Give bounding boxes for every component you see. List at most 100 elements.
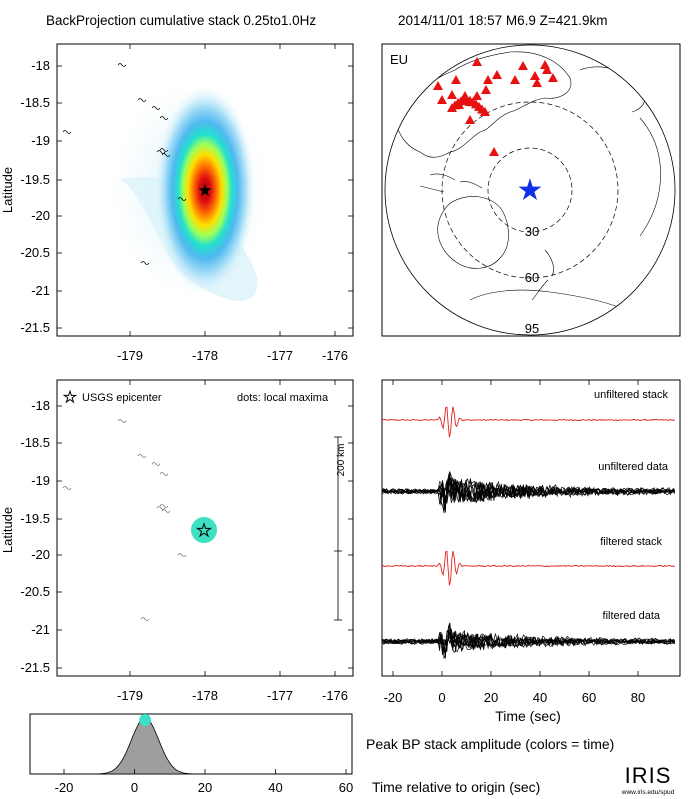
map-bottom-xtick-label: -178 bbox=[192, 688, 218, 703]
map-bottom-ytick-label: -20 bbox=[31, 547, 50, 562]
waveform-label-filtered-stack: filtered stack bbox=[600, 536, 662, 548]
globe-outline bbox=[384, 44, 676, 336]
map-bottom-ylabel: Latitude bbox=[0, 507, 15, 553]
stack-trace bbox=[382, 406, 675, 438]
local-maximum-dot bbox=[191, 517, 217, 543]
bp-hotspot bbox=[155, 86, 255, 294]
peak-amplitude-panel: -20 0 20 40 60 Peak BP stack amplitude (colo… bbox=[29, 713, 614, 795]
waveform-xlabel: Time (sec) bbox=[495, 708, 561, 724]
map-top-ytick-label: -18 bbox=[31, 58, 50, 73]
island-outline bbox=[151, 462, 161, 466]
island-outline bbox=[151, 106, 161, 110]
map-bottom-xtick-label: -177 bbox=[267, 688, 293, 703]
coastline-antarctica bbox=[469, 289, 631, 313]
station-triangle bbox=[542, 65, 552, 74]
coastline-americas bbox=[639, 117, 661, 237]
peak-amplitude-area bbox=[30, 717, 352, 774]
island-outline bbox=[177, 197, 187, 201]
waveform-label-unfiltered-stack: unfiltered stack bbox=[594, 389, 668, 401]
map-top-xtick-label: -178 bbox=[192, 348, 218, 363]
map-bottom-xticks: -179 -178 -177 -176 bbox=[117, 380, 348, 703]
wave-xtick-label: 20 bbox=[484, 690, 498, 705]
map-top-ytick-label: -21.5 bbox=[20, 320, 50, 335]
map-bottom-ytick-label: -18 bbox=[31, 398, 50, 413]
wave-xtick-label: 80 bbox=[631, 690, 645, 705]
station-triangle bbox=[489, 147, 499, 156]
cumulative-stack-map: ★ Latitude -18 -18.5 -19 -19.5 -20 -20.5 -21 -2… bbox=[0, 43, 354, 363]
peak-xlabel: Time relative to origin (sec) bbox=[372, 779, 540, 795]
map-bottom-xtick-label: -179 bbox=[117, 688, 143, 703]
peak-xtick-label: 0 bbox=[131, 780, 138, 795]
peak-xticks: -20 0 20 40 60 bbox=[55, 769, 353, 795]
station-triangle bbox=[472, 57, 482, 66]
island-outline bbox=[161, 153, 171, 157]
map-top-ytick-label: -18.5 bbox=[20, 95, 50, 110]
station-triangle bbox=[481, 85, 491, 94]
data-trace bbox=[382, 622, 676, 656]
data-trace bbox=[382, 480, 676, 513]
data-trace bbox=[382, 482, 675, 514]
peak-xtick-label: 40 bbox=[268, 780, 282, 795]
waveform-traces bbox=[382, 406, 676, 659]
scalebar-label: 200 km bbox=[336, 444, 347, 477]
waveform-panel: unfiltered stack unfiltered data filtere… bbox=[381, 379, 681, 724]
coastline-australia bbox=[437, 196, 509, 269]
map-bottom-ytick-label: -19 bbox=[31, 473, 50, 488]
distance-ring-60 bbox=[441, 101, 619, 279]
map-bottom-yticks: -18 -18.5 -19 -19.5 -20 -20.5 -21 -21.5 bbox=[20, 398, 353, 675]
island-outline bbox=[159, 472, 169, 476]
wave-xtick-label: 60 bbox=[582, 690, 596, 705]
peak-xtick-label: -20 bbox=[55, 780, 74, 795]
iris-logo-url: www.iris.edu/spud bbox=[621, 789, 675, 796]
island-outline bbox=[161, 509, 171, 513]
island-outline bbox=[62, 130, 72, 134]
island-outline bbox=[137, 98, 147, 102]
waveform-label-unfiltered-data: unfiltered data bbox=[598, 461, 669, 473]
station-triangle bbox=[518, 61, 528, 70]
island-outline bbox=[159, 504, 169, 508]
station-triangle bbox=[530, 71, 540, 80]
peak-xtick-label: 60 bbox=[339, 780, 353, 795]
distance-ring-30 bbox=[487, 147, 573, 233]
station-triangle bbox=[447, 90, 457, 99]
epicenter-star-icon: ★ bbox=[197, 181, 212, 200]
map-top-xtick-label: -179 bbox=[117, 348, 143, 363]
ring-label-95: 95 bbox=[525, 321, 539, 336]
map-bottom-ytick-label: -18.5 bbox=[20, 435, 50, 450]
station-markers bbox=[433, 57, 558, 156]
wave-xtick-label: -20 bbox=[384, 690, 403, 705]
waveform-frame bbox=[381, 379, 681, 677]
station-triangle bbox=[472, 91, 482, 100]
island-outline bbox=[117, 419, 127, 423]
map-top-xtick-label: -177 bbox=[267, 348, 293, 363]
islands bbox=[62, 63, 187, 265]
map-top-ytick-label: -20.5 bbox=[20, 245, 50, 260]
island-outline bbox=[137, 454, 147, 458]
wave-xtick-label: 40 bbox=[533, 690, 547, 705]
coastline-newzealand bbox=[531, 249, 554, 301]
stack-trace bbox=[382, 550, 675, 586]
iris-logo-text: IRIS bbox=[625, 763, 672, 788]
station-triangle bbox=[465, 115, 475, 124]
station-map-label: EU bbox=[390, 52, 408, 67]
map-bottom-ytick-label: -20.5 bbox=[20, 584, 50, 599]
legend-dots-label: dots: local maxima bbox=[237, 392, 329, 404]
ring-label-30: 30 bbox=[525, 224, 539, 239]
map-bottom-ytick-label: -19.5 bbox=[20, 511, 50, 526]
station-triangle bbox=[532, 78, 542, 87]
island-outline bbox=[159, 148, 169, 152]
map-top-ytick-label: -19 bbox=[31, 133, 50, 148]
map-bottom-ytick-label: -21.5 bbox=[20, 660, 50, 675]
peak-title: Peak BP stack amplitude (colors = time) bbox=[366, 736, 614, 752]
data-trace bbox=[382, 631, 675, 657]
island-outline bbox=[159, 116, 169, 120]
waveform-label-filtered-data: filtered data bbox=[603, 610, 661, 622]
map-top-ytick-label: -20 bbox=[31, 208, 50, 223]
station-triangle bbox=[483, 75, 493, 84]
island-outline bbox=[62, 486, 72, 490]
peak-time-dot bbox=[139, 714, 152, 726]
wave-xtick-label: 0 bbox=[438, 690, 445, 705]
figure-title: BackProjection cumulative stack 0.25to1.… bbox=[46, 13, 316, 28]
map-top-yticks: -18 -18.5 -19 -19.5 -20 -20.5 -21 -21.5 bbox=[20, 58, 353, 335]
